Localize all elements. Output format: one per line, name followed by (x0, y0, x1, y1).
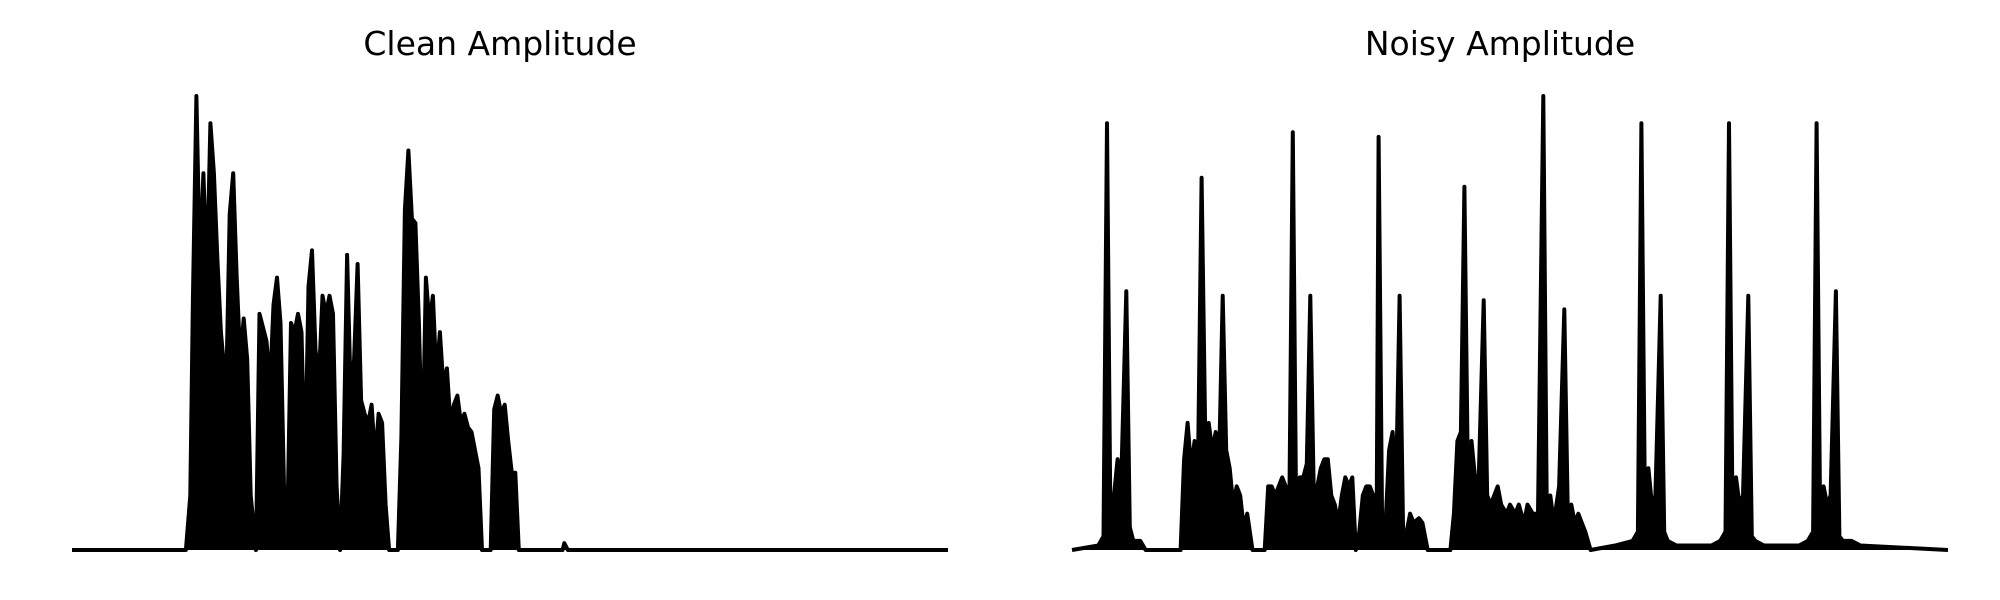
amplitude-line-clean-0 (72, 94, 948, 552)
chart-plot-noisy (1071, 94, 1949, 552)
chart-title-clean: Clean Amplitude (363, 24, 637, 63)
chart-title-noisy: Noisy Amplitude (1364, 24, 1636, 63)
chart-panel-noisy: Noisy Amplitude (1000, 0, 2000, 600)
amplitude-line-noisy-0 (1071, 94, 1949, 552)
chart-panel-clean: Clean Amplitude (72, 24, 948, 552)
amplitude-area-clean-0 (72, 96, 948, 550)
chart-plot-clean (72, 94, 948, 552)
